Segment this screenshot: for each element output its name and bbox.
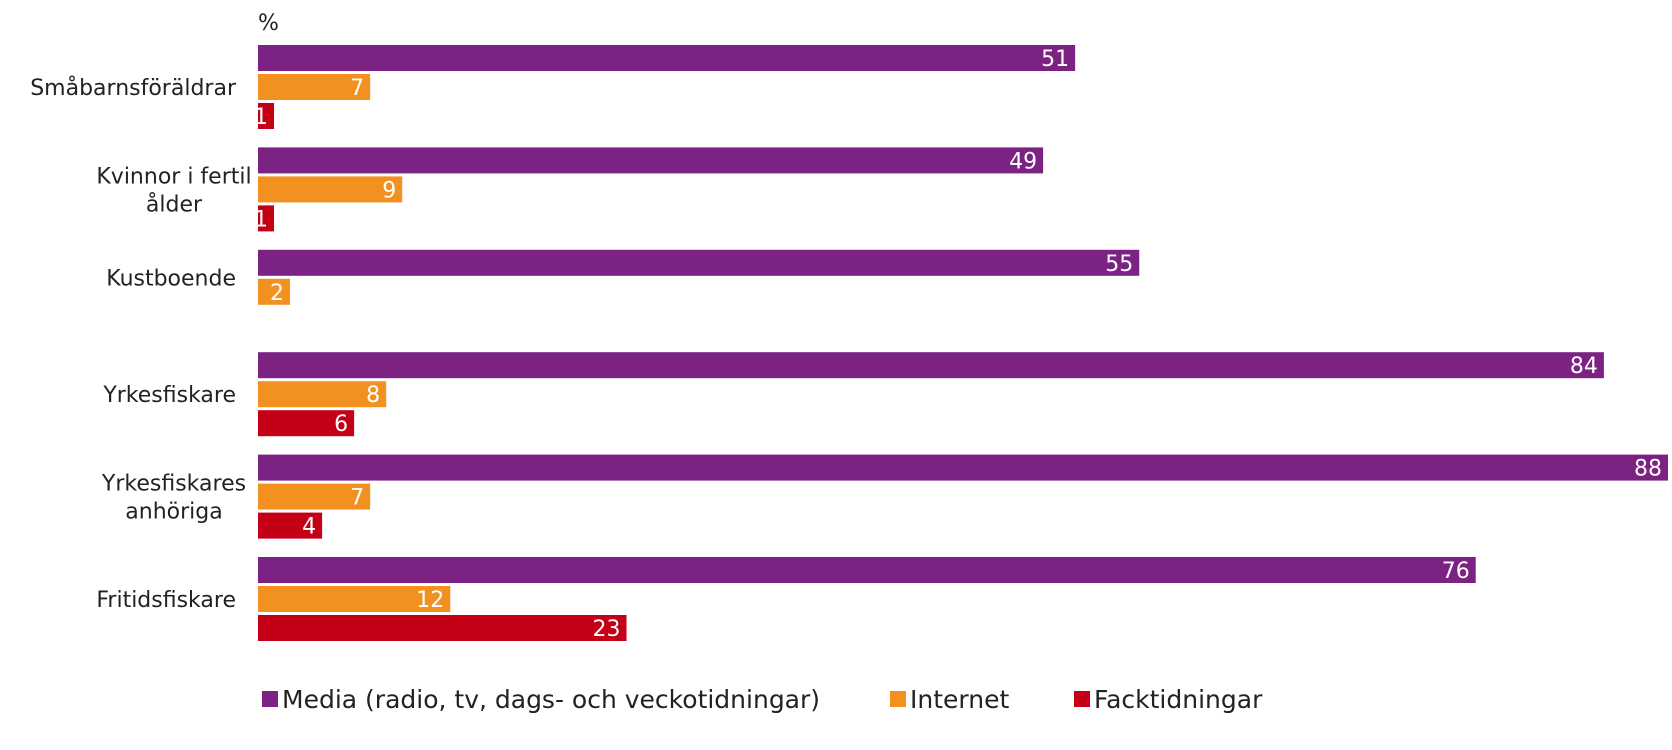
- bar-internet: [258, 381, 387, 408]
- legend-swatch: [1074, 691, 1090, 707]
- bar-media: [258, 454, 1668, 481]
- legend-swatch: [890, 691, 906, 707]
- legend: Media (radio, tv, dags- och veckotidning…: [262, 685, 1263, 714]
- data-label: 8: [366, 383, 380, 408]
- data-label: 51: [1041, 47, 1069, 72]
- bar-facktidningar: [258, 615, 627, 641]
- data-label: 12: [416, 588, 444, 613]
- data-label: 55: [1105, 252, 1133, 277]
- data-label: 88: [1634, 457, 1662, 482]
- category-label: ålder: [146, 191, 203, 217]
- bar-area: 51 7 1 49 9 1 55 2 84 86 88 7 4 76 12 23: [254, 45, 1668, 642]
- category-label: Småbarnsföräldrar: [30, 75, 237, 101]
- bar-internet: [258, 278, 291, 305]
- bar-media: [258, 249, 1140, 276]
- bar-media: [258, 45, 1076, 71]
- legend-swatch: [262, 691, 278, 707]
- legend-label: Facktidningar: [1094, 685, 1263, 714]
- unit-label: %: [258, 11, 279, 36]
- data-label: 7: [350, 76, 364, 101]
- data-label: 2: [270, 281, 284, 306]
- data-label: 1: [254, 207, 268, 232]
- data-label: 76: [1442, 559, 1470, 584]
- bar-internet: [258, 483, 371, 510]
- data-label: 1: [254, 105, 268, 130]
- data-label: 49: [1009, 149, 1037, 174]
- bar-media: [258, 352, 1604, 379]
- bar-media: [258, 557, 1476, 583]
- bar-facktidningar: [258, 205, 275, 232]
- category-label: Yrkesfiskare: [102, 383, 236, 408]
- bar-media: [258, 147, 1044, 174]
- bar-internet: [258, 176, 403, 203]
- category-label: Kustboende: [106, 266, 236, 291]
- bar-facktidningar: [258, 410, 355, 437]
- bar-facktidningar: [258, 103, 275, 129]
- legend-label: Media (radio, tv, dags- och veckotidning…: [282, 685, 820, 714]
- data-label: 9: [382, 178, 396, 203]
- bar-internet: [258, 586, 451, 612]
- data-label: 4: [302, 515, 316, 540]
- data-label: 6: [334, 412, 348, 437]
- category-label: Yrkesfiskares: [101, 472, 246, 497]
- category-label: Kvinnor i fertil: [96, 164, 251, 189]
- legend-label: Internet: [910, 685, 1009, 714]
- bar-facktidningar: [258, 512, 323, 539]
- category-label: Fritidsfiskare: [96, 588, 236, 613]
- data-label: 84: [1570, 354, 1598, 379]
- category-label: anhöriga: [125, 500, 222, 525]
- data-label: 7: [350, 486, 364, 511]
- data-label: 23: [593, 617, 621, 642]
- bar-internet: [258, 74, 371, 100]
